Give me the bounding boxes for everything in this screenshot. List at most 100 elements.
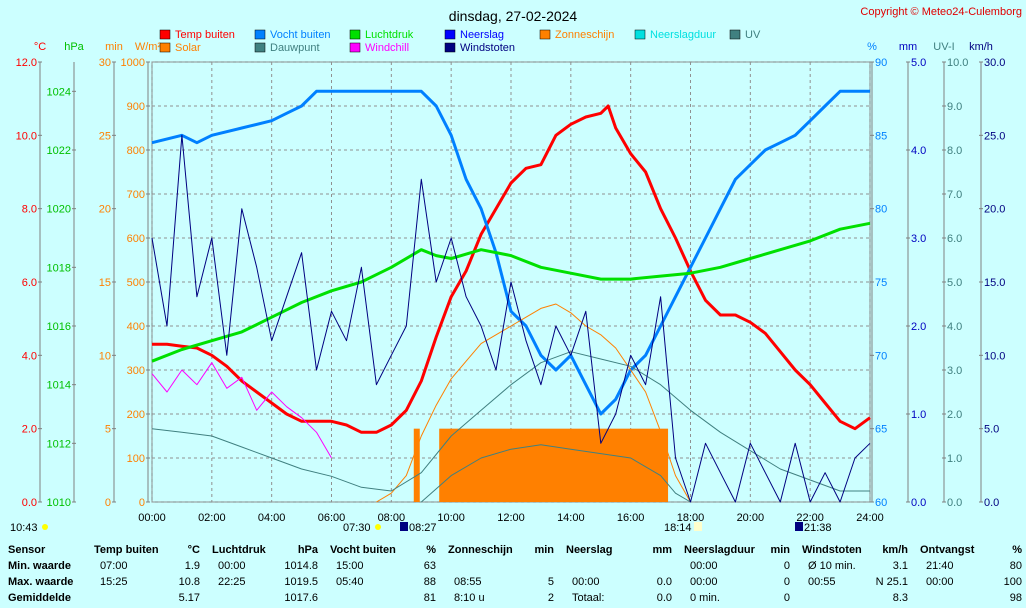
x-tick-label: 02:00 — [198, 512, 226, 524]
legend-label: Windchill — [365, 42, 409, 54]
axis-tick-solar: 500 — [127, 277, 145, 289]
table-cell-value: 88 — [423, 576, 436, 588]
legend-swatch — [254, 42, 266, 53]
axis-tick-solar: 400 — [127, 321, 145, 333]
axis-tick-wind: 0.0 — [984, 497, 999, 509]
table-cell-value: 80 — [1009, 560, 1022, 572]
table-cell-value: 1017.6 — [284, 592, 318, 604]
table-cell-value: 10.8 — [178, 576, 200, 588]
marker-sunset: 18:14 — [664, 522, 692, 534]
axis-tick-rain: 5.0 — [911, 57, 926, 69]
x-tick-label: 14:00 — [557, 512, 585, 524]
column-title: Vocht buiten — [330, 544, 396, 556]
axis-tick-press: 1012 — [47, 438, 71, 450]
legend-label: Dauwpunt — [270, 42, 320, 54]
axis-tick-temp: 8.0 — [22, 204, 37, 216]
axis-tick-hum: 60 — [875, 497, 887, 509]
axis-tick-temp: 4.0 — [22, 350, 37, 362]
weather-chart: 00:00 02:00 04:00 06:00 08:00 10:00 12:00 14:00… — [10, 6, 1022, 534]
marker-sunrise: 07:30 — [343, 522, 371, 534]
axis-tick-min: 5 — [105, 424, 111, 436]
sun-icon — [42, 524, 48, 530]
axis-tick-uv: 2.0 — [947, 409, 962, 421]
time-markers: 10:43 07:30 08:27 18:14 21:38 — [10, 522, 832, 534]
axis-tick-hum: 90 — [875, 57, 887, 69]
axis-tick-uv: 7.0 — [947, 189, 962, 201]
axis-tick-temp: 0.0 — [22, 497, 37, 509]
series-line-uv — [420, 444, 691, 503]
axis-tick-press: 1010 — [47, 497, 71, 509]
axis-unit-temp: °C — [34, 41, 46, 53]
axis-tick-solar: 1000 — [121, 57, 145, 69]
axis-tick-rain: 1.0 — [911, 409, 926, 421]
marker-sun-start: 08:27 — [409, 522, 437, 534]
sunrise-icon — [375, 524, 381, 530]
column-unit: % — [1012, 544, 1022, 556]
axis-tick-hum: 70 — [875, 350, 887, 362]
column-unit: °C — [187, 544, 200, 556]
column-title: Neerslag — [566, 544, 613, 556]
table-cell-time: 00:00 — [218, 560, 246, 572]
column-title: Zonneschijn — [448, 544, 513, 556]
table-cell-time: 00:00 — [572, 576, 600, 588]
axis-tick-press: 1018 — [47, 262, 71, 274]
column-title: Windstoten — [802, 544, 862, 556]
table-cell-value: 5 — [547, 576, 554, 588]
table-cell-time: 05:40 — [336, 576, 364, 588]
legend-label: UV — [745, 29, 761, 41]
axis-tick-wind: 15.0 — [984, 277, 1005, 289]
axis-tick-uv: 0.0 — [947, 497, 962, 509]
axis-tick-wind: 25.0 — [984, 130, 1005, 142]
axis-tick-hum: 75 — [875, 277, 887, 289]
axis-tick-rain: 0.0 — [911, 497, 926, 509]
legend-swatch — [729, 29, 741, 40]
table-cell-time: Totaal: — [572, 592, 605, 604]
axis-tick-min: 0 — [105, 497, 111, 509]
axis-unit-hum: % — [867, 41, 877, 53]
table-cell-time: 00:00 — [690, 560, 718, 572]
legend-label: Neerslagduur — [650, 29, 716, 41]
moon-icon — [400, 522, 408, 531]
x-tick-label: 24:00 — [856, 512, 884, 524]
legend-label: Neerslag — [460, 29, 504, 41]
column-title: Luchtdruk — [212, 544, 266, 556]
legend-swatch — [539, 29, 551, 40]
axis-tick-temp: 2.0 — [22, 424, 37, 436]
legend-swatch — [634, 29, 646, 40]
axis-tick-solar: 800 — [127, 145, 145, 157]
axis-tick-min: 20 — [99, 204, 111, 216]
legend-swatch — [349, 29, 361, 40]
axis-unit-rain: mm — [899, 41, 917, 53]
axis-tick-min: 30 — [99, 57, 111, 69]
axis-tick-solar: 0 — [139, 497, 145, 509]
legend-label: Solar — [175, 42, 201, 54]
table-cell-time: Ø 10 min. — [808, 560, 856, 572]
table-cell-time: 21:40 — [926, 560, 954, 572]
column-unit: km/h — [882, 544, 908, 556]
table-cell-time: 00:00 — [926, 576, 954, 588]
series-line-luchtdruk — [151, 221, 871, 363]
legend-swatch — [444, 29, 456, 40]
axis-tick-min: 10 — [99, 350, 111, 362]
table-cell-time: 22:25 — [218, 576, 246, 588]
series-line-windstoten — [151, 134, 871, 503]
column-unit: hPa — [297, 544, 318, 556]
x-tick-label: 22:00 — [796, 512, 824, 524]
column-unit: min — [534, 544, 554, 556]
axis-tick-wind: 10.0 — [984, 350, 1005, 362]
axis-tick-press: 1024 — [47, 86, 71, 98]
axis-tick-press: 1022 — [47, 145, 71, 157]
legend-swatch — [159, 42, 171, 53]
axis-tick-uv: 5.0 — [947, 277, 962, 289]
axis-tick-press: 1016 — [47, 321, 71, 333]
chart-title: dinsdag, 27-02-2024 — [449, 8, 578, 24]
sunshine-bar — [413, 428, 420, 502]
table-cell-value: 1019.5 — [284, 576, 318, 588]
marker-start: 10:43 — [10, 522, 38, 534]
legend-swatch — [159, 29, 171, 40]
axis-unit-solar: W/m² — [135, 41, 162, 53]
table-cell-value: 0.0 — [656, 592, 672, 604]
table-cell-value: N 25.1 — [875, 576, 908, 588]
table-cell-value: 1014.8 — [284, 560, 318, 572]
